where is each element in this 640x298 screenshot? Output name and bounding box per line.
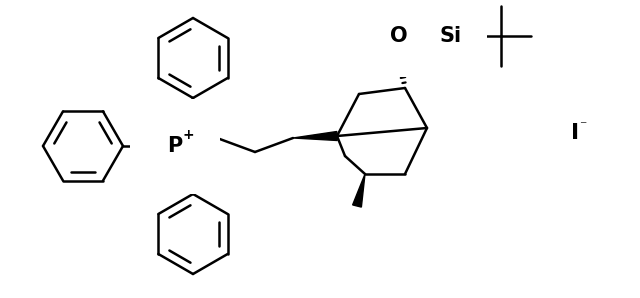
Text: I: I — [571, 123, 579, 143]
Text: Si: Si — [440, 26, 462, 46]
Text: ⁻: ⁻ — [579, 119, 587, 133]
Text: O: O — [390, 26, 408, 46]
Text: +: + — [182, 128, 194, 142]
Text: P: P — [168, 136, 182, 156]
Polygon shape — [353, 174, 365, 207]
Polygon shape — [293, 131, 337, 140]
